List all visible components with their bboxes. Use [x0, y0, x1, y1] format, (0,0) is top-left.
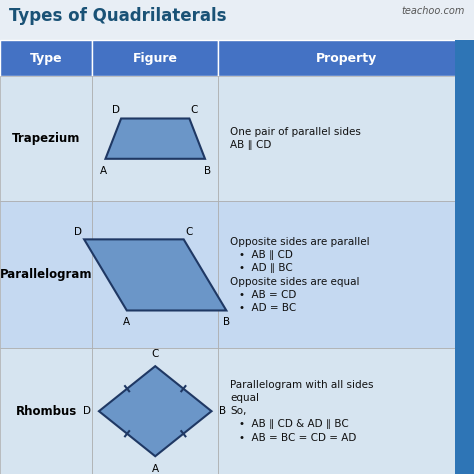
Text: teachoo.com: teachoo.com: [401, 6, 465, 16]
Bar: [92, 76, 218, 201]
Bar: [218, 40, 474, 76]
Text: So,: So,: [230, 406, 246, 416]
Text: equal: equal: [230, 393, 259, 403]
Text: •  AD ∥ BC: • AD ∥ BC: [239, 263, 293, 273]
Bar: [218, 348, 474, 474]
Text: B: B: [203, 166, 211, 176]
Text: •  AB ∥ CD: • AB ∥ CD: [239, 250, 293, 260]
Bar: [455, 40, 474, 474]
Text: •  AB = CD: • AB = CD: [239, 290, 297, 300]
Bar: [218, 201, 474, 348]
Polygon shape: [99, 366, 211, 456]
Bar: [0, 348, 92, 474]
Bar: [0, 40, 92, 76]
Text: One pair of parallel sides: One pair of parallel sides: [230, 127, 361, 137]
Text: Property: Property: [315, 52, 377, 64]
Text: B: B: [219, 406, 226, 416]
Bar: [92, 40, 218, 76]
Text: A: A: [123, 317, 130, 327]
Text: Types of Quadrilaterals: Types of Quadrilaterals: [9, 7, 227, 25]
Text: D: D: [112, 105, 119, 115]
Text: •  AD = BC: • AD = BC: [239, 303, 297, 313]
Bar: [0, 76, 92, 201]
Text: C: C: [191, 105, 198, 115]
Polygon shape: [106, 118, 205, 159]
Text: Type: Type: [30, 52, 63, 64]
Text: B: B: [223, 317, 230, 327]
Text: Opposite sides are equal: Opposite sides are equal: [230, 276, 359, 287]
Text: A: A: [100, 166, 107, 176]
Bar: [92, 201, 218, 348]
Text: •  AB ∥ CD & AD ∥ BC: • AB ∥ CD & AD ∥ BC: [239, 419, 349, 429]
Text: Opposite sides are parallel: Opposite sides are parallel: [230, 237, 370, 247]
Text: •  AB = BC = CD = AD: • AB = BC = CD = AD: [239, 433, 357, 443]
Text: Parallelogram: Parallelogram: [0, 268, 92, 282]
Bar: [92, 348, 218, 474]
Bar: [0, 0, 474, 40]
Text: Figure: Figure: [133, 52, 178, 64]
Text: Parallelogram with all sides: Parallelogram with all sides: [230, 380, 374, 390]
Text: D: D: [74, 227, 82, 237]
Text: D: D: [83, 406, 91, 416]
Text: Trapezium: Trapezium: [12, 132, 81, 145]
Polygon shape: [84, 239, 226, 310]
Text: C: C: [152, 348, 159, 358]
Bar: [0, 201, 92, 348]
Text: A: A: [152, 464, 159, 474]
Bar: [218, 76, 474, 201]
Text: AB ∥ CD: AB ∥ CD: [230, 140, 271, 150]
Text: Rhombus: Rhombus: [16, 405, 77, 418]
Text: C: C: [185, 227, 193, 237]
